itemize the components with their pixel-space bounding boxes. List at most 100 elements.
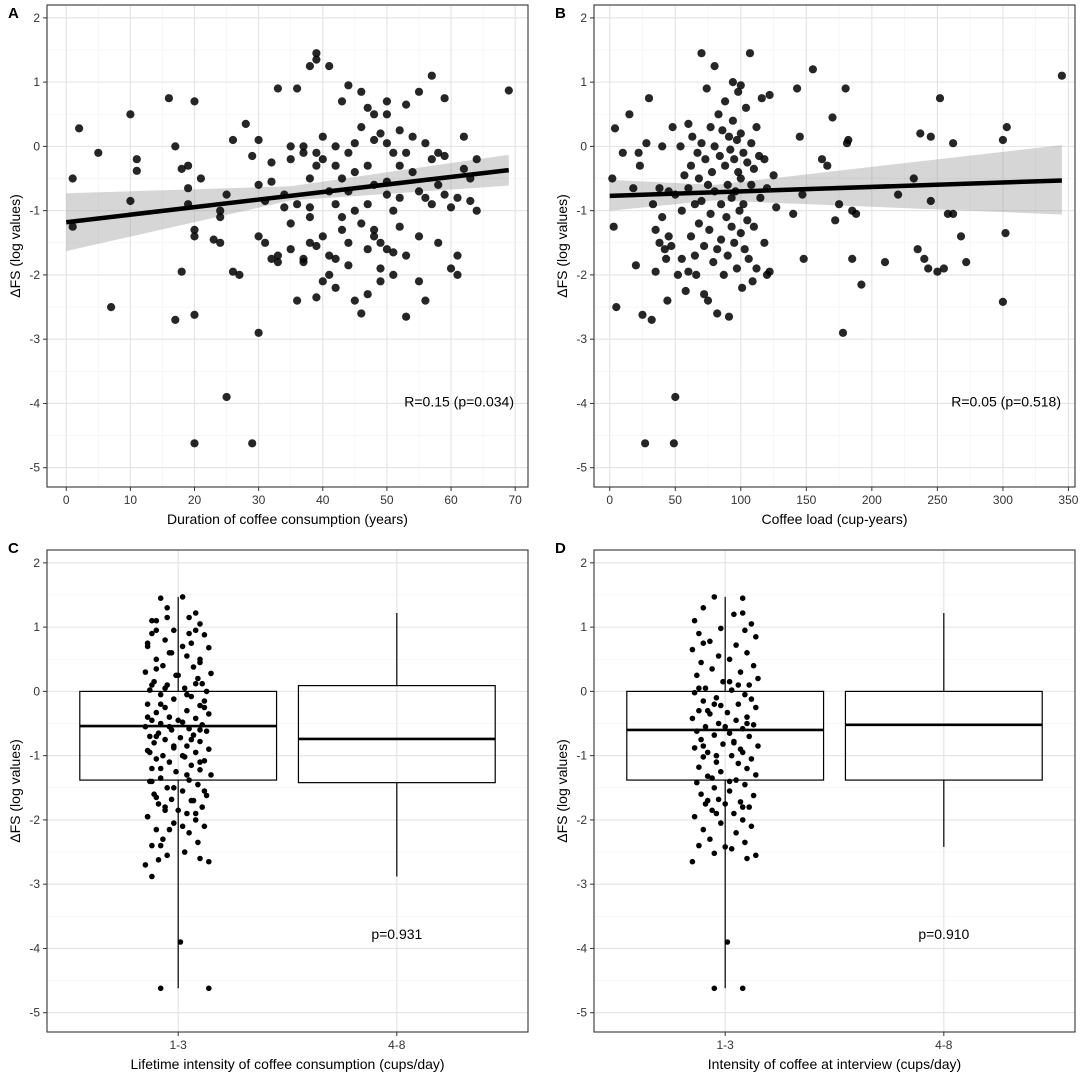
data-point [718, 820, 724, 826]
data-point [722, 723, 728, 730]
data-point [453, 251, 462, 260]
data-point [459, 132, 468, 141]
data-point [228, 135, 238, 145]
data-point [177, 164, 186, 173]
data-point [715, 151, 724, 161]
data-point [164, 785, 170, 791]
data-point [357, 87, 366, 96]
data-point [857, 280, 866, 289]
y-tick-label: 0 [580, 684, 587, 698]
data-point [190, 664, 197, 670]
data-point [153, 627, 160, 634]
y-tick-label: 1 [580, 620, 587, 634]
data-point [638, 310, 647, 319]
data-point [190, 310, 199, 319]
data-point [149, 842, 155, 849]
x-tick-label: 4-8 [388, 1038, 406, 1052]
data-point [184, 691, 190, 698]
data-point [744, 714, 750, 720]
data-point [168, 796, 175, 803]
x-tick-label: 30 [252, 493, 266, 507]
data-point [726, 788, 733, 794]
data-point [757, 94, 766, 103]
data-point [261, 238, 270, 247]
data-point [710, 62, 719, 71]
data-point [698, 791, 704, 797]
data-point [720, 678, 726, 685]
data-point [199, 722, 205, 728]
y-tick-label: -5 [576, 1006, 587, 1020]
data-point [504, 86, 513, 95]
data-point [714, 110, 723, 119]
data-point [689, 715, 696, 722]
data-point [700, 754, 707, 760]
data-point [629, 184, 638, 193]
data-point [765, 90, 774, 100]
data-point [228, 267, 238, 276]
data-point [337, 213, 347, 222]
data-point [713, 810, 720, 817]
data-point [689, 858, 696, 865]
x-axis-title: Lifetime intensity of coffee consumption… [130, 1056, 444, 1072]
data-point [192, 627, 199, 634]
y-tick-label: 0 [33, 684, 40, 698]
x-tick-label: 1-3 [717, 1038, 735, 1052]
data-point [254, 232, 263, 241]
data-point [222, 392, 231, 402]
data-point [188, 797, 195, 804]
data-point [711, 701, 718, 707]
data-point [179, 719, 186, 725]
data-point [312, 55, 321, 64]
data-point [273, 84, 282, 93]
data-point [1001, 229, 1010, 238]
data-point [748, 621, 755, 627]
data-point [402, 148, 411, 157]
data-point [144, 640, 151, 646]
data-point [186, 725, 192, 732]
data-point [1002, 123, 1011, 132]
data-point [149, 617, 155, 624]
data-point [248, 439, 257, 448]
data-point [704, 773, 711, 779]
y-tick-label: -4 [29, 941, 40, 955]
data-point [744, 765, 750, 772]
panel-letter: D [555, 540, 566, 557]
data-point [286, 155, 295, 164]
x-tick-label: 40 [316, 493, 330, 507]
data-point [166, 723, 173, 730]
data-point [376, 129, 385, 138]
data-point [68, 174, 77, 183]
data-point [756, 193, 765, 202]
data-point [190, 97, 199, 106]
data-point [208, 772, 214, 778]
data-point [162, 804, 168, 810]
panel-letter: A [8, 5, 19, 22]
data-point [164, 94, 173, 103]
data-point [357, 219, 366, 228]
data-point [153, 826, 160, 833]
data-point [722, 213, 731, 222]
data-point [171, 785, 177, 791]
data-point [913, 245, 922, 254]
data-point [382, 190, 391, 199]
data-point [700, 826, 707, 833]
data-point [742, 691, 748, 698]
data-point [305, 213, 314, 222]
data-point [440, 151, 449, 161]
data-point [414, 187, 424, 196]
data-point [655, 238, 664, 247]
data-point [688, 132, 697, 141]
data-point [706, 209, 715, 218]
data-point [828, 113, 837, 122]
data-point [703, 296, 713, 305]
data-point [299, 142, 308, 151]
data-point [730, 155, 739, 164]
data-point [731, 810, 737, 817]
data-point [701, 155, 710, 164]
data-point [144, 714, 151, 720]
data-point [662, 254, 671, 263]
y-tick-label: -2 [576, 268, 587, 282]
data-point [739, 817, 746, 823]
data-point [350, 296, 359, 305]
